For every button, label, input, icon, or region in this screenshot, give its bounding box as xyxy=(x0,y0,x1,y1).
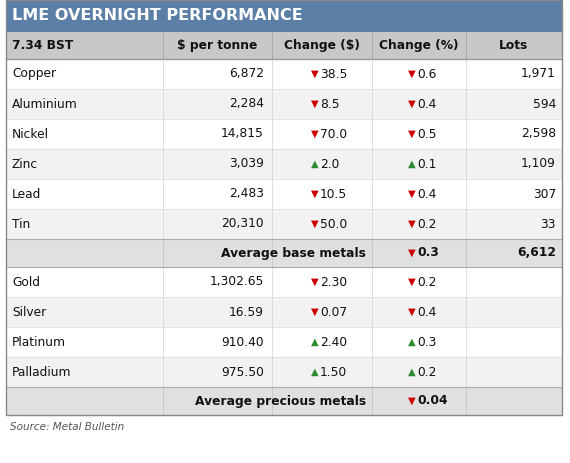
Text: 6,612: 6,612 xyxy=(517,246,556,259)
Text: 20,310: 20,310 xyxy=(221,218,264,231)
Text: 0.4: 0.4 xyxy=(417,306,437,319)
Text: 307: 307 xyxy=(533,188,556,200)
Bar xyxy=(6,179,562,209)
Bar xyxy=(6,89,562,119)
Text: ▼: ▼ xyxy=(408,248,416,258)
Text: 33: 33 xyxy=(540,218,556,231)
Text: 2,483: 2,483 xyxy=(229,188,264,200)
Bar xyxy=(6,0,562,415)
Text: 910.40: 910.40 xyxy=(221,336,264,349)
Text: 7.34 BST: 7.34 BST xyxy=(12,39,74,52)
Text: ▼: ▼ xyxy=(311,189,319,199)
Text: 0.07: 0.07 xyxy=(320,306,347,319)
Text: 2,284: 2,284 xyxy=(229,98,264,111)
Bar xyxy=(6,357,562,387)
Bar xyxy=(6,0,562,32)
Text: ▼: ▼ xyxy=(408,396,416,406)
Text: Change (%): Change (%) xyxy=(379,39,459,52)
Text: 0.3: 0.3 xyxy=(417,336,437,349)
Text: 0.2: 0.2 xyxy=(417,365,437,378)
Text: 0.2: 0.2 xyxy=(417,275,437,288)
Text: 2,598: 2,598 xyxy=(521,127,556,140)
Text: 2.0: 2.0 xyxy=(320,157,339,170)
Text: Copper: Copper xyxy=(12,68,56,81)
Text: 70.0: 70.0 xyxy=(320,127,347,140)
Text: ▼: ▼ xyxy=(408,277,416,287)
Bar xyxy=(6,239,562,267)
Text: ▲: ▲ xyxy=(408,367,416,377)
Text: 0.4: 0.4 xyxy=(417,188,437,200)
Text: 1,971: 1,971 xyxy=(521,68,556,81)
Text: ▼: ▼ xyxy=(408,99,416,109)
Text: Gold: Gold xyxy=(12,275,40,288)
Text: 3,039: 3,039 xyxy=(229,157,264,170)
Text: ▼: ▼ xyxy=(408,307,416,317)
Text: ▼: ▼ xyxy=(408,219,416,229)
Text: Average base metals: Average base metals xyxy=(221,246,366,259)
Text: $ per tonne: $ per tonne xyxy=(177,39,258,52)
Text: ▼: ▼ xyxy=(311,99,319,109)
Text: Platinum: Platinum xyxy=(12,336,66,349)
Text: 2.40: 2.40 xyxy=(320,336,347,349)
Bar xyxy=(6,59,562,89)
Text: ▲: ▲ xyxy=(408,337,416,347)
Text: 0.3: 0.3 xyxy=(417,246,439,259)
Text: Palladium: Palladium xyxy=(12,365,71,378)
Text: Tin: Tin xyxy=(12,218,30,231)
Text: Lots: Lots xyxy=(499,39,528,52)
Text: 8.5: 8.5 xyxy=(320,98,340,111)
Text: 0.2: 0.2 xyxy=(417,218,437,231)
Text: 6,872: 6,872 xyxy=(229,68,264,81)
Text: Zinc: Zinc xyxy=(12,157,38,170)
Bar xyxy=(6,327,562,357)
Text: 0.6: 0.6 xyxy=(417,68,437,81)
Bar xyxy=(6,209,562,239)
Text: 0.4: 0.4 xyxy=(417,98,437,111)
Text: 16.59: 16.59 xyxy=(229,306,264,319)
Text: ▼: ▼ xyxy=(408,129,416,139)
Text: 14,815: 14,815 xyxy=(221,127,264,140)
Bar xyxy=(6,119,562,149)
Text: 10.5: 10.5 xyxy=(320,188,347,200)
Text: Lead: Lead xyxy=(12,188,42,200)
Text: Aluminium: Aluminium xyxy=(12,98,78,111)
Text: Source: Metal Bulletin: Source: Metal Bulletin xyxy=(10,422,124,432)
Text: ▼: ▼ xyxy=(408,69,416,79)
Text: Average precious metals: Average precious metals xyxy=(195,394,366,407)
Text: ▲: ▲ xyxy=(311,367,319,377)
Text: 0.04: 0.04 xyxy=(417,394,447,407)
Text: ▼: ▼ xyxy=(311,307,319,317)
Text: 0.1: 0.1 xyxy=(417,157,437,170)
Bar xyxy=(6,267,562,297)
Text: 1,109: 1,109 xyxy=(521,157,556,170)
Text: LME OVERNIGHT PERFORMANCE: LME OVERNIGHT PERFORMANCE xyxy=(12,8,303,24)
Bar xyxy=(6,32,562,59)
Text: ▼: ▼ xyxy=(311,219,319,229)
Text: ▼: ▼ xyxy=(408,189,416,199)
Bar xyxy=(6,149,562,179)
Bar xyxy=(6,387,562,415)
Text: Silver: Silver xyxy=(12,306,46,319)
Text: ▲: ▲ xyxy=(311,337,319,347)
Text: Nickel: Nickel xyxy=(12,127,49,140)
Text: Change ($): Change ($) xyxy=(284,39,360,52)
Text: 594: 594 xyxy=(532,98,556,111)
Text: ▼: ▼ xyxy=(311,277,319,287)
Text: 1,302.65: 1,302.65 xyxy=(210,275,264,288)
Text: 1.50: 1.50 xyxy=(320,365,347,378)
Text: ▲: ▲ xyxy=(311,159,319,169)
Text: ▼: ▼ xyxy=(311,129,319,139)
Text: 0.5: 0.5 xyxy=(417,127,437,140)
Text: ▲: ▲ xyxy=(408,159,416,169)
Text: 975.50: 975.50 xyxy=(221,365,264,378)
Bar xyxy=(6,297,562,327)
Text: 38.5: 38.5 xyxy=(320,68,347,81)
Text: ▼: ▼ xyxy=(311,69,319,79)
Text: 2.30: 2.30 xyxy=(320,275,347,288)
Text: 50.0: 50.0 xyxy=(320,218,347,231)
